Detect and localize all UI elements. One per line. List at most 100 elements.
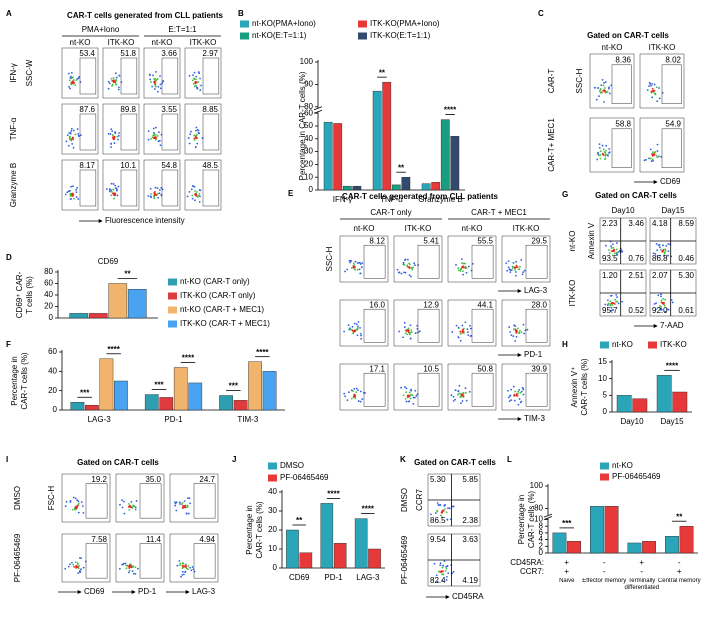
event-dot (112, 183, 115, 185)
event-dot (514, 328, 517, 331)
panel-letter: G (562, 190, 568, 199)
event-dot (154, 137, 156, 140)
event-dot (617, 251, 620, 254)
event-dot (429, 513, 432, 516)
legend-label: ITK-KO (660, 340, 687, 349)
event-dot (457, 389, 460, 392)
event-dot (447, 507, 449, 510)
gate-value: 8.02 (665, 56, 681, 65)
gate (85, 483, 108, 519)
event-dot (154, 126, 157, 129)
event-dot (118, 132, 120, 134)
event-dot (191, 197, 194, 200)
x-tick-label-box: Naive (559, 578, 574, 584)
event-dot (518, 268, 521, 271)
event-dot (119, 503, 121, 506)
event-dot (353, 322, 356, 325)
gate (161, 169, 179, 207)
event-dot (194, 199, 196, 202)
y-tick-label: 30 (268, 506, 277, 515)
gate (417, 244, 440, 279)
event-dot (77, 133, 80, 135)
significance-label: **** (666, 361, 679, 370)
event-dot (77, 134, 80, 137)
legend-swatch (240, 20, 249, 28)
event-dot (180, 575, 182, 578)
event-dot (518, 331, 521, 334)
event-dot (72, 79, 75, 81)
bar (632, 398, 648, 413)
event-dot (82, 566, 85, 569)
event-dot (462, 273, 465, 276)
event-dot (466, 331, 469, 334)
event-dot (459, 396, 462, 399)
bar (440, 119, 450, 191)
legend-label: ITK-KO(PMA+Iono) (370, 19, 440, 28)
event-dot (515, 335, 518, 338)
event-dot (651, 151, 654, 154)
event-dot (173, 501, 176, 504)
event-dot (353, 395, 356, 398)
y-tick-label: 6 (539, 528, 544, 537)
bar (679, 526, 694, 554)
event-dot (511, 265, 514, 268)
event-dot (409, 324, 412, 327)
event-dot (464, 321, 467, 324)
event-dot (459, 270, 462, 272)
y-tick-label: 5 (603, 390, 608, 399)
event-dot (178, 501, 181, 504)
y-tick-label: 60 (48, 347, 57, 356)
quadrant-value: 86.8 (652, 254, 668, 263)
event-dot (466, 328, 469, 331)
event-dot (440, 571, 443, 573)
event-dot (510, 388, 513, 391)
bar (431, 182, 441, 191)
gate-value: 87.6 (79, 105, 95, 114)
event-dot (520, 259, 523, 261)
event-dot (78, 76, 81, 78)
event-dot (656, 150, 659, 152)
event-dot (191, 79, 194, 82)
event-dot (597, 87, 600, 89)
gate-value: 51.8 (120, 49, 136, 58)
panel-title: Gated on CAR-T cells (414, 458, 496, 467)
event-dot (667, 308, 670, 311)
event-dot (517, 327, 519, 330)
x-tick-label: Effector memory (582, 578, 627, 584)
event-dot (76, 504, 79, 507)
legend-swatch (268, 462, 277, 470)
event-dot (77, 198, 80, 200)
bar (108, 283, 128, 319)
event-dot (663, 302, 665, 305)
event-dot (599, 150, 602, 153)
bar (233, 400, 248, 411)
event-dot (413, 396, 416, 399)
event-dot (197, 195, 199, 198)
event-dot (403, 264, 406, 266)
event-dot (507, 260, 510, 263)
event-dot (661, 91, 664, 94)
event-dot (604, 152, 607, 154)
event-dot (414, 332, 417, 335)
bar (391, 184, 401, 191)
y-tick-label: 10 (268, 544, 277, 553)
gate (363, 372, 386, 407)
event-dot (187, 137, 190, 139)
bar (567, 541, 581, 554)
event-dot (64, 505, 67, 508)
event-dot (186, 504, 189, 507)
event-dot (667, 243, 670, 245)
event-dot (520, 331, 523, 334)
y-axis-label: Percentage in (10, 356, 19, 405)
event-dot (352, 332, 355, 335)
event-dot (196, 128, 199, 131)
gate-value: 4.94 (199, 535, 215, 544)
event-dot (118, 567, 121, 570)
legend-label: nt-KO(E:T=1:1) (252, 31, 307, 40)
quadrant-value: 2.38 (462, 516, 478, 525)
event-dot (670, 299, 673, 301)
event-dot (70, 130, 73, 132)
event-dot (65, 500, 68, 503)
event-dot (200, 84, 203, 87)
